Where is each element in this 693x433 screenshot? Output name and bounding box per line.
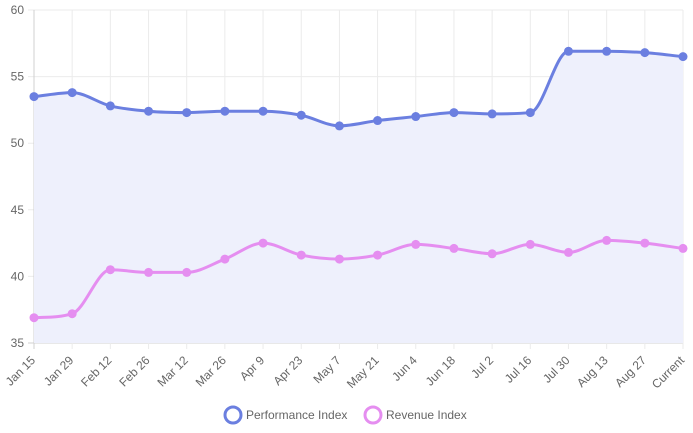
x-tick-label: Jun 4 — [389, 353, 420, 384]
revenue-index-point — [640, 238, 650, 248]
x-tick-label: Apr 9 — [237, 353, 267, 383]
performance-index-area — [34, 51, 683, 344]
revenue-index-point — [105, 265, 115, 275]
x-tick-label: Mar 12 — [155, 353, 192, 390]
legend[interactable]: Performance Index Revenue Index — [223, 405, 467, 425]
revenue-index-point — [296, 250, 306, 260]
y-tick-label: 60 — [11, 3, 25, 17]
x-tick-label: Aug 13 — [574, 353, 611, 390]
performance-index-point — [449, 108, 459, 118]
x-tick-label: Jan 29 — [41, 353, 77, 389]
legend-item-revenue-index[interactable]: Revenue Index — [363, 405, 467, 425]
revenue-index-point — [67, 309, 77, 319]
x-tick-label: Jan 15 — [3, 353, 39, 389]
performance-index-point — [220, 106, 230, 116]
revenue-index-point — [487, 249, 497, 259]
performance-index-point — [411, 112, 421, 122]
performance-index-point — [334, 121, 344, 131]
x-tick-label: Current — [649, 353, 688, 392]
x-tick-label: Jul 16 — [502, 353, 535, 386]
y-tick-label: 55 — [11, 70, 25, 84]
performance-index-point — [67, 88, 77, 98]
performance-index-point — [29, 92, 39, 102]
revenue-index-point — [334, 254, 344, 264]
x-tick-label: Jun 18 — [423, 353, 459, 389]
revenue-index-point — [144, 267, 154, 277]
x-tick-label: Aug 27 — [612, 353, 649, 390]
revenue-index-point — [678, 243, 688, 253]
revenue-index-point — [258, 238, 268, 248]
performance-index-point — [144, 106, 154, 116]
x-tick-label: Feb 26 — [116, 353, 153, 390]
x-tick-label: Jul 2 — [468, 353, 496, 381]
x-axis-ticks: Jan 15 Jan 29 Feb 12 Feb 26 Mar 12 Mar 26 Apr … — [3, 353, 688, 392]
revenue-index-point — [449, 243, 459, 253]
performance-index-point — [373, 116, 383, 126]
revenue-index-point — [220, 254, 230, 264]
revenue-index-point — [373, 250, 383, 260]
x-tick-label: Apr 23 — [270, 353, 305, 388]
performance-index-point — [258, 106, 268, 116]
legend-label-revenue-index: Revenue Index — [386, 408, 467, 422]
performance-index-point — [487, 109, 497, 119]
performance-index-point — [525, 108, 535, 118]
revenue-index-point — [29, 313, 39, 323]
y-tick-label: 40 — [11, 269, 25, 283]
revenue-index-point — [563, 247, 573, 257]
performance-index-point — [296, 110, 306, 120]
x-tick-label: Feb 12 — [78, 353, 115, 390]
revenue-index-point — [602, 235, 612, 245]
revenue-index-point — [411, 239, 421, 249]
performance-index-point — [182, 108, 192, 118]
revenue-index-point — [525, 239, 535, 249]
y-tick-label: 35 — [11, 336, 25, 350]
series-layer — [29, 46, 688, 344]
x-tick-label: May 21 — [344, 353, 382, 391]
performance-index-point — [563, 46, 573, 56]
x-tick-label: Jul 30 — [540, 353, 573, 386]
legend-item-performance-index[interactable]: Performance Index — [223, 405, 347, 425]
performance-index-point — [678, 52, 688, 62]
legend-marker-revenue-index — [363, 405, 383, 425]
legend-label-performance-index: Performance Index — [246, 408, 347, 422]
x-tick-label: May 7 — [311, 353, 344, 386]
performance-index-point — [640, 48, 650, 58]
legend-marker-performance-index — [223, 405, 243, 425]
x-tick-label: Mar 26 — [193, 353, 230, 390]
y-tick-label: 45 — [11, 203, 25, 217]
performance-index-point — [105, 101, 115, 111]
revenue-index-point — [182, 267, 192, 277]
y-axis-ticks: 35 40 45 50 55 60 — [11, 3, 25, 350]
performance-index-point — [602, 46, 612, 56]
y-tick-label: 50 — [11, 136, 25, 150]
